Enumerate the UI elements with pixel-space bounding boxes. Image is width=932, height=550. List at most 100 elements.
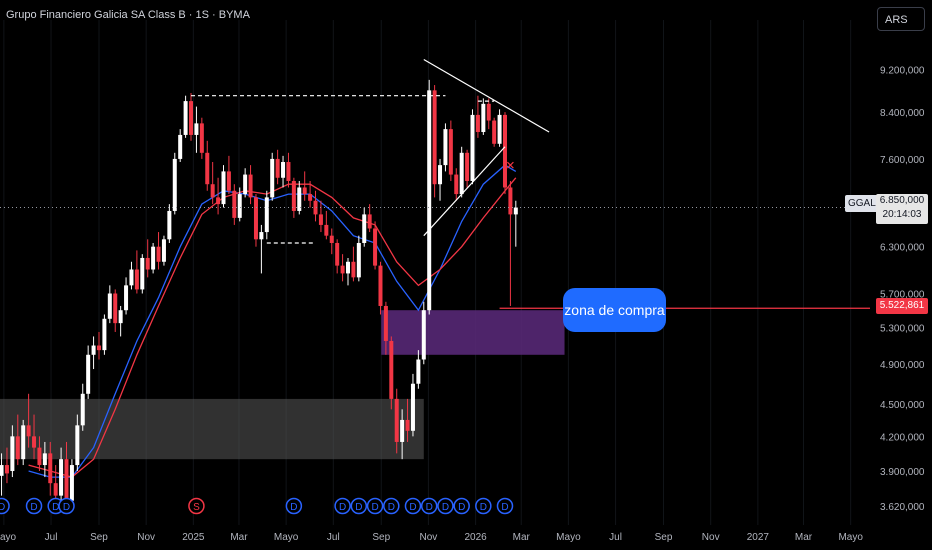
candle-up: [161, 239, 166, 262]
x-tick-label: Mayo: [556, 532, 581, 543]
candle-up: [346, 261, 350, 274]
y-tick-label: 9.200,000: [880, 66, 925, 77]
candle-down: [492, 120, 497, 144]
candle-up: [297, 187, 302, 211]
x-tick-label: Sep: [372, 532, 390, 543]
candle-down: [340, 265, 345, 274]
candle-up: [259, 232, 264, 240]
bar-countdown: 20:14:03: [882, 209, 922, 220]
x-tick-label: Mar: [230, 532, 248, 543]
x-tick-label: 2027: [747, 532, 770, 543]
candle-down: [367, 214, 372, 229]
candle-up: [172, 158, 177, 211]
y-tick-label: 5.300,000: [880, 324, 925, 335]
chart-title: Grupo Financiero Galicia SA Class B · 1S…: [6, 9, 250, 21]
candle-up: [129, 269, 134, 286]
event-marker-label: D: [52, 502, 59, 513]
event-marker-label: D: [442, 502, 449, 513]
candle-up: [107, 293, 112, 319]
candle-up: [243, 174, 248, 195]
candle-up: [281, 162, 286, 178]
candle-down: [389, 340, 394, 399]
candle-down: [216, 197, 221, 205]
candle-down: [329, 235, 334, 243]
x-tick-label: Nov: [702, 532, 720, 543]
candle-up: [42, 453, 47, 466]
event-marker-label: D: [355, 502, 362, 513]
x-tick-label: Mar: [513, 532, 531, 543]
candle-up: [86, 354, 91, 394]
y-tick-label: 3.900,000: [880, 467, 925, 478]
candle-down: [113, 293, 118, 324]
candle-down: [53, 483, 58, 496]
candle-up: [270, 158, 275, 198]
candle-down: [156, 246, 161, 262]
last-price-value: 6.850,000: [879, 195, 925, 206]
candle-up: [400, 419, 405, 442]
candle-down: [486, 103, 491, 121]
candle-down: [373, 228, 378, 266]
candle-down: [248, 174, 253, 198]
candle-down: [318, 214, 323, 225]
candle-down: [302, 187, 307, 195]
candle-down: [189, 101, 194, 135]
candle-down: [48, 453, 53, 484]
candle-up: [183, 101, 188, 135]
x-tick-label: Mayo: [274, 532, 299, 543]
candle-down: [383, 305, 388, 341]
event-marker-label: S: [193, 502, 200, 513]
candle-down: [508, 187, 513, 215]
event-marker-label: D: [480, 502, 487, 513]
support-zone-gray: [0, 398, 424, 460]
event-marker-label: D: [371, 502, 378, 513]
x-tick-label: Mayo: [0, 532, 17, 543]
x-tick-label: Jul: [45, 532, 58, 543]
cross-marker-icon: [506, 161, 514, 169]
candle-up: [427, 90, 432, 311]
candle-up: [470, 114, 475, 181]
dividend-marker-icon: [437, 497, 454, 515]
candle-up: [59, 459, 64, 496]
x-tick-label: Jul: [609, 532, 622, 543]
candle-up: [75, 425, 80, 466]
candle-up: [264, 197, 269, 233]
event-marker-label: D: [63, 502, 70, 513]
candle-up: [21, 425, 26, 460]
y-tick-label: 7.600,000: [880, 155, 925, 166]
candle-up: [362, 214, 367, 243]
candle-down: [335, 242, 340, 266]
candle-down: [324, 224, 329, 236]
x-tick-label: 2025: [182, 532, 205, 543]
candle-down: [275, 158, 280, 178]
candle-up: [10, 436, 15, 472]
candle-up: [91, 345, 96, 355]
candle-up: [178, 134, 183, 159]
horizontal-line-price-tag: 5.522,861: [876, 298, 928, 314]
candle-down: [134, 269, 139, 290]
candle-down: [32, 436, 37, 448]
dividend-marker-icon: [334, 497, 351, 515]
candle-down: [502, 114, 507, 188]
candle-up: [356, 242, 361, 278]
candle-up: [443, 129, 448, 166]
candle-up: [124, 285, 129, 311]
candle-down: [448, 129, 453, 175]
event-marker-label: D: [501, 502, 508, 513]
event-marker-label: D: [458, 502, 465, 513]
candle-up: [497, 114, 502, 144]
dividend-marker-icon: [475, 497, 492, 515]
y-tick-label: 4.500,000: [880, 400, 925, 411]
candle-up: [151, 246, 156, 270]
currency-selector[interactable]: ARS: [877, 7, 925, 31]
moving-average-red: [28, 177, 517, 478]
candle-up: [140, 257, 145, 290]
candle-up: [513, 207, 518, 215]
y-tick-label: 4.900,000: [880, 360, 925, 371]
x-tick-label: Mar: [795, 532, 813, 543]
candle-up: [410, 383, 415, 431]
candle-down: [454, 174, 459, 195]
candle-down: [253, 197, 258, 240]
candle-down: [232, 190, 237, 218]
